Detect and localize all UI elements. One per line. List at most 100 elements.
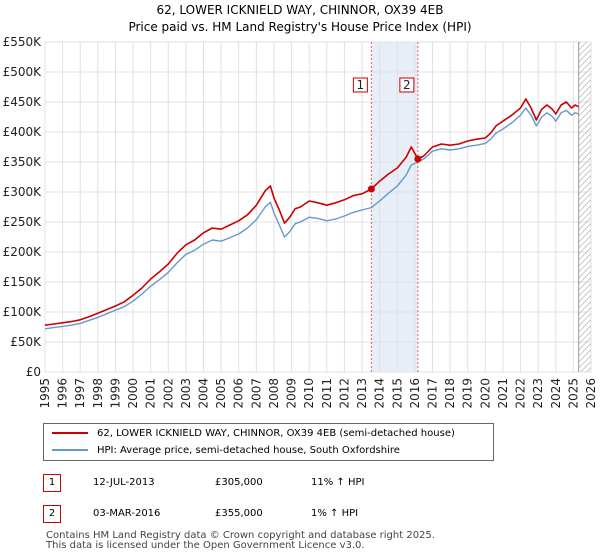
x-tick-label: 1998 — [91, 378, 105, 409]
x-tick-label: 2001 — [144, 378, 158, 409]
hatch-stroke — [579, 410, 591, 420]
projection-hatch — [578, 0, 591, 420]
hatch-stroke — [578, 247, 591, 261]
hatch-stroke — [578, 349, 591, 363]
hatch-stroke — [578, 127, 591, 141]
x-tick-label: 2024 — [549, 378, 563, 409]
x-tick-label: 2011 — [320, 378, 334, 409]
x-tick-label: 2009 — [285, 378, 299, 409]
hatch-stroke — [579, 2, 591, 14]
hatch-stroke — [578, 289, 591, 303]
hatch-stroke — [578, 211, 591, 225]
hatch-stroke — [578, 271, 591, 285]
x-tick-label: 2026 — [584, 378, 598, 409]
x-tick-label: 2020 — [478, 378, 492, 409]
hatch-stroke — [578, 277, 591, 291]
hatch-stroke — [578, 265, 591, 279]
legend-hpi-label: HPI: Average price, semi-detached house,… — [97, 445, 400, 456]
sale-date: 12-JUL-2013 — [93, 477, 155, 488]
hatch-stroke — [578, 139, 591, 153]
hatch-stroke — [579, 26, 591, 38]
footer-line-1: Contains HM Land Registry data © Crown c… — [46, 530, 435, 541]
legend: 62, LOWER ICKNIELD WAY, CHINNOR, OX39 4E… — [43, 423, 494, 461]
hatch-stroke — [578, 319, 591, 333]
x-tick-label: 2014 — [373, 378, 387, 409]
hatch-stroke — [578, 205, 591, 219]
sale-price: £305,000 — [215, 477, 263, 488]
x-tick-label: 2022 — [514, 378, 528, 409]
sale-1-point — [367, 185, 375, 193]
hatch-stroke — [578, 337, 591, 351]
attribution-footer: Contains HM Land Registry data © Crown c… — [46, 531, 435, 551]
sale-1-label-box — [352, 77, 368, 93]
hatch-stroke — [578, 67, 591, 81]
x-tick-label: 2010 — [302, 378, 316, 409]
x-tick-label: 2025 — [566, 378, 580, 409]
hatch-stroke — [578, 121, 591, 135]
x-tick-label: 1996 — [56, 378, 70, 409]
hatch-stroke — [578, 42, 588, 51]
y-tick-label: £0 — [26, 365, 41, 379]
hatch-stroke — [579, 0, 591, 8]
sale-number-badge: 1 — [43, 474, 61, 492]
y-tick-label: £100K — [3, 305, 43, 319]
hatch-stroke — [578, 49, 591, 63]
hatch-stroke — [578, 55, 591, 69]
hatch-stroke — [578, 223, 591, 237]
hatch-stroke — [578, 217, 591, 231]
hatch-stroke — [578, 133, 591, 147]
x-tick-label: 2000 — [126, 378, 140, 409]
y-tick-label: £350K — [3, 155, 43, 169]
hatch-stroke — [578, 343, 591, 357]
x-tick-label: 2023 — [531, 378, 545, 409]
x-tick-label: 2017 — [425, 378, 439, 409]
footer-line-2: This data is licensed under the Open Gov… — [46, 540, 365, 551]
hatch-stroke — [578, 97, 591, 111]
ownership-shading — [371, 42, 418, 372]
hatch-stroke — [578, 241, 591, 255]
hatch-stroke — [578, 283, 591, 297]
y-tick-label: £50K — [10, 335, 42, 349]
hatch-stroke — [586, 367, 591, 372]
hatch-stroke — [578, 187, 591, 201]
x-tick-label: 2005 — [214, 378, 228, 409]
y-tick-label: £400K — [3, 125, 43, 139]
hatch-stroke — [578, 85, 591, 99]
hatch-stroke — [578, 109, 591, 123]
hatch-stroke — [578, 169, 591, 183]
y-tick-label: £150K — [3, 275, 43, 289]
x-tick-label: 2008 — [267, 378, 281, 409]
hatch-stroke — [578, 151, 591, 165]
hatch-stroke — [578, 175, 591, 189]
hatch-stroke — [578, 103, 591, 117]
hatch-stroke — [578, 295, 591, 309]
hatch-stroke — [579, 416, 591, 420]
title-line-2: Price paid vs. HM Land Registry's House … — [128, 20, 472, 34]
hatch-stroke — [578, 229, 591, 243]
y-tick-label: £450K — [3, 95, 43, 109]
chart-title: 62, LOWER ICKNIELD WAY, CHINNOR, OX39 4E… — [0, 2, 600, 36]
property-price-line — [44, 98, 580, 326]
hatch-stroke — [578, 91, 591, 105]
x-tick-label: 2002 — [161, 378, 175, 409]
hatch-stroke — [579, 14, 591, 26]
sale-price: £355,000 — [215, 508, 263, 519]
x-tick-label: 2018 — [443, 378, 457, 409]
legend-property-label: 62, LOWER ICKNIELD WAY, CHINNOR, OX39 4E… — [97, 428, 455, 439]
x-tick-label: 2006 — [232, 378, 246, 409]
hatch-stroke — [578, 301, 591, 315]
y-tick-label: £550K — [3, 35, 43, 49]
grid-lines — [44, 41, 592, 373]
sale-points — [367, 155, 422, 193]
hatch-stroke — [579, 0, 591, 2]
hatch-stroke — [578, 259, 591, 273]
hatch-stroke — [578, 163, 591, 177]
hatch-stroke — [578, 307, 591, 321]
hpi-line — [44, 107, 579, 330]
x-tick-label: 2013 — [355, 378, 369, 409]
x-tick-label: 2003 — [179, 378, 193, 409]
sale-date: 03-MAR-2016 — [93, 508, 161, 519]
hatch-stroke — [578, 115, 591, 129]
hatch-stroke — [578, 235, 591, 249]
